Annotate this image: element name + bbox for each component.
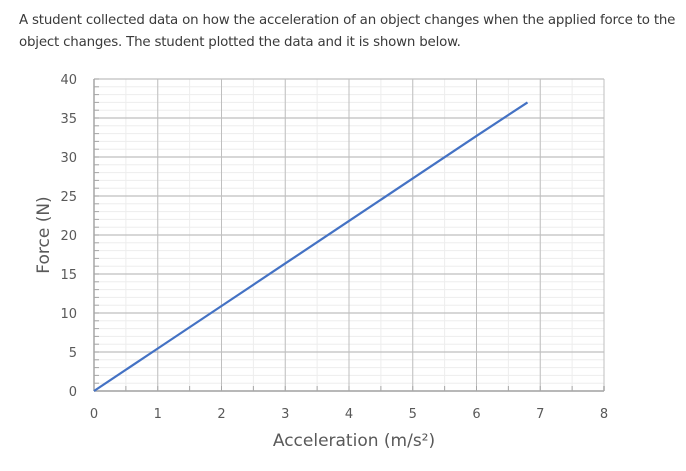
- y-tick-label: 25: [60, 190, 77, 205]
- x-tick-labels: 0 1 2 3 4 5 6 7 8: [90, 407, 608, 422]
- x-tick-label: 8: [600, 407, 608, 422]
- question-text: A student collected data on how the acce…: [19, 13, 676, 50]
- y-axis-title: Force (N): [34, 196, 54, 273]
- y-tick-label: 5: [69, 346, 77, 361]
- x-tick-label: 0: [90, 407, 98, 422]
- y-tick-label: 30: [60, 151, 77, 166]
- x-tick-label: 1: [154, 407, 162, 422]
- x-tick-label: 3: [281, 407, 289, 422]
- y-tick-label: 15: [60, 268, 77, 283]
- x-tick-label: 2: [217, 407, 225, 422]
- x-tick-label: 7: [536, 407, 544, 422]
- y-tick-label: 20: [60, 229, 77, 244]
- y-tick-label: 35: [60, 112, 77, 127]
- y-tick-label: 40: [60, 73, 77, 88]
- x-tick-label: 6: [472, 407, 480, 422]
- x-axis-title: Acceleration (m/s²): [273, 431, 435, 451]
- y-tick-labels: 0 5 10 15 20 25 30 35 40: [60, 73, 77, 400]
- x-tick-label: 4: [345, 407, 353, 422]
- tick-marks: [93, 78, 605, 392]
- y-tick-label: 10: [60, 307, 77, 322]
- x-tick-label: 5: [409, 407, 417, 422]
- data-line: [93, 101, 529, 392]
- y-tick-label: 0: [69, 385, 77, 400]
